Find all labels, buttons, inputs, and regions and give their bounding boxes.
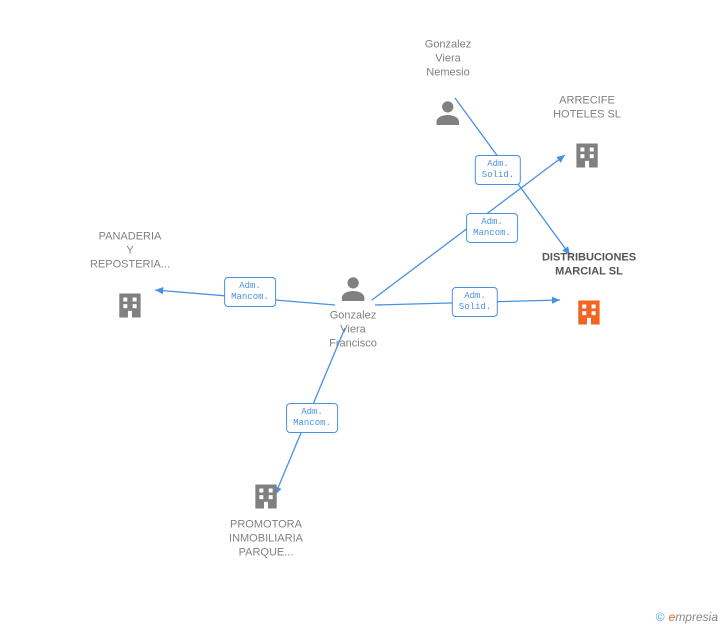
person-icon xyxy=(433,98,463,133)
edge-label-francisco-arrecife[interactable]: Adm. Mancom. xyxy=(466,213,518,243)
brand-rest: mpresia xyxy=(675,610,718,624)
node-label-nemesio: Gonzalez Viera Nemesio xyxy=(425,38,471,80)
edge-label-francisco-panaderia[interactable]: Adm. Mancom. xyxy=(224,277,276,307)
node-label-arrecife: ARRECIFE HOTELES SL xyxy=(553,94,621,122)
node-label-francisco: Gonzalez Viera Francisco xyxy=(329,309,377,351)
watermark: ©empresia xyxy=(656,610,718,624)
node-promotora[interactable]: PROMOTORA INMOBILIARIA PARQUE... xyxy=(229,481,303,560)
node-label-promotora: PROMOTORA INMOBILIARIA PARQUE... xyxy=(229,518,303,560)
edge-label-nemesio-distribuciones[interactable]: Adm. Solid. xyxy=(475,155,521,185)
diagram-canvas: Gonzalez Viera Nemesio Gonzalez Viera Fr… xyxy=(0,0,728,630)
building-icon xyxy=(114,290,146,327)
building-icon xyxy=(573,297,605,334)
node-panaderia[interactable]: PANADERIA Y REPOSTERIA... xyxy=(90,230,170,327)
node-label-panaderia: PANADERIA Y REPOSTERIA... xyxy=(90,230,170,272)
node-label-distribuciones: DISTRIBUCIONES MARCIAL SL xyxy=(542,251,636,279)
edge-label-francisco-distribuciones[interactable]: Adm. Solid. xyxy=(452,287,498,317)
person-icon xyxy=(338,274,368,309)
node-francisco[interactable]: Gonzalez Viera Francisco xyxy=(329,274,377,351)
building-icon xyxy=(571,140,603,177)
node-nemesio[interactable]: Gonzalez Viera Nemesio xyxy=(425,38,471,133)
copyright-symbol: © xyxy=(656,610,665,624)
node-arrecife[interactable]: ARRECIFE HOTELES SL xyxy=(553,94,621,177)
node-distribuciones[interactable]: DISTRIBUCIONES MARCIAL SL xyxy=(542,251,636,334)
building-icon xyxy=(250,481,282,518)
edge-label-francisco-promotora[interactable]: Adm. Mancom. xyxy=(286,403,338,433)
